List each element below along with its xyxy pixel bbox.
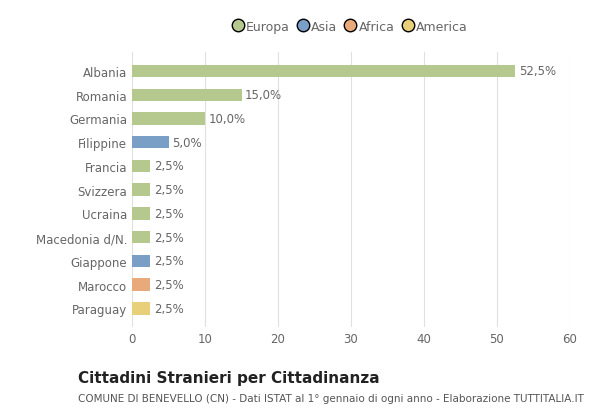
Bar <box>132 89 241 101</box>
Legend: Europa, Asia, Africa, America: Europa, Asia, Africa, America <box>235 21 467 34</box>
Bar <box>132 113 205 125</box>
Bar <box>132 160 150 173</box>
Text: 52,5%: 52,5% <box>519 65 556 78</box>
Bar <box>132 302 150 315</box>
Text: 2,5%: 2,5% <box>154 207 184 220</box>
Bar <box>132 279 150 291</box>
Bar <box>132 231 150 244</box>
Bar <box>132 65 515 78</box>
Text: COMUNE DI BENEVELLO (CN) - Dati ISTAT al 1° gennaio di ogni anno - Elaborazione : COMUNE DI BENEVELLO (CN) - Dati ISTAT al… <box>78 393 584 403</box>
Text: 2,5%: 2,5% <box>154 279 184 291</box>
Bar <box>132 137 169 149</box>
Bar <box>132 255 150 267</box>
Text: Cittadini Stranieri per Cittadinanza: Cittadini Stranieri per Cittadinanza <box>78 370 380 385</box>
Text: 2,5%: 2,5% <box>154 160 184 173</box>
Text: 2,5%: 2,5% <box>154 184 184 197</box>
Text: 2,5%: 2,5% <box>154 302 184 315</box>
Text: 10,0%: 10,0% <box>209 112 246 126</box>
Text: 2,5%: 2,5% <box>154 231 184 244</box>
Bar <box>132 208 150 220</box>
Text: 5,0%: 5,0% <box>172 136 202 149</box>
Text: 2,5%: 2,5% <box>154 255 184 268</box>
Text: 15,0%: 15,0% <box>245 89 282 102</box>
Bar <box>132 184 150 196</box>
